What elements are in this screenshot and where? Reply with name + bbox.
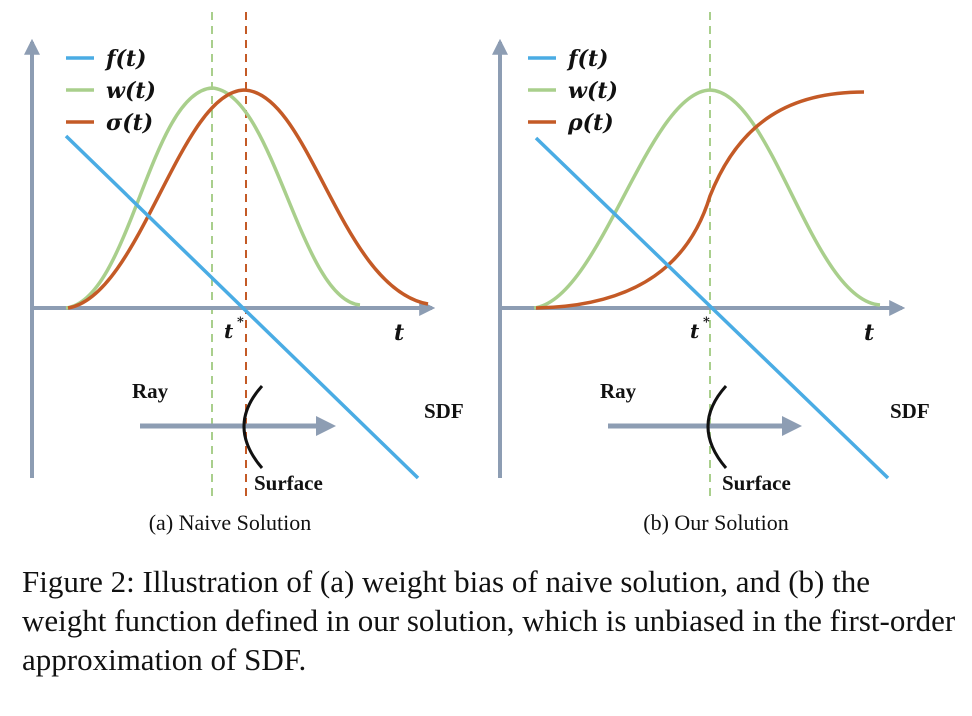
tstar-sup: * <box>703 315 710 330</box>
panel-a: f(t) w(t) σ(t) t * t Ray Surface SDF (a)… <box>24 12 464 535</box>
legend-label-f: f(t) <box>566 46 608 72</box>
panel-b: f(t) w(t) ρ(t) t * t Ray Surface SDF (b)… <box>492 12 930 535</box>
figure-caption: Figure 2: Illustration of (a) weight bia… <box>22 564 956 677</box>
t-axis-label: t <box>394 320 404 346</box>
legend-label-w: w(t) <box>106 78 156 104</box>
surface-curve <box>706 384 728 469</box>
ray-label: Ray <box>132 379 169 403</box>
legend-a: f(t) w(t) σ(t) <box>66 46 156 136</box>
tstar-label: t <box>690 319 700 343</box>
surface-label: Surface <box>254 471 323 495</box>
w-curve <box>65 86 361 310</box>
ray-arrowhead <box>316 416 336 436</box>
t-axis-label: t <box>864 320 874 346</box>
w-curve <box>533 88 881 310</box>
ray-arrowhead <box>782 416 802 436</box>
tstar-label: t <box>224 319 234 343</box>
sdf-label: SDF <box>424 399 464 423</box>
legend-label-rho: ρ(t) <box>567 110 614 136</box>
f-line <box>534 136 890 480</box>
sub-caption-a: (a) Naive Solution <box>149 510 312 535</box>
ray-label: Ray <box>600 379 637 403</box>
tstar-sup: * <box>237 315 244 330</box>
f-line <box>64 134 420 480</box>
sigma-curve <box>67 88 429 310</box>
sub-caption-b: (b) Our Solution <box>643 510 788 535</box>
rho-curve <box>535 90 865 310</box>
surface-curve <box>242 384 264 469</box>
surface-label: Surface <box>722 471 791 495</box>
legend-b: f(t) w(t) ρ(t) <box>528 46 618 136</box>
sdf-label: SDF <box>890 399 930 423</box>
legend-label-sigma: σ(t) <box>106 110 153 136</box>
legend-label-w: w(t) <box>568 78 618 104</box>
legend-label-f: f(t) <box>104 46 146 72</box>
